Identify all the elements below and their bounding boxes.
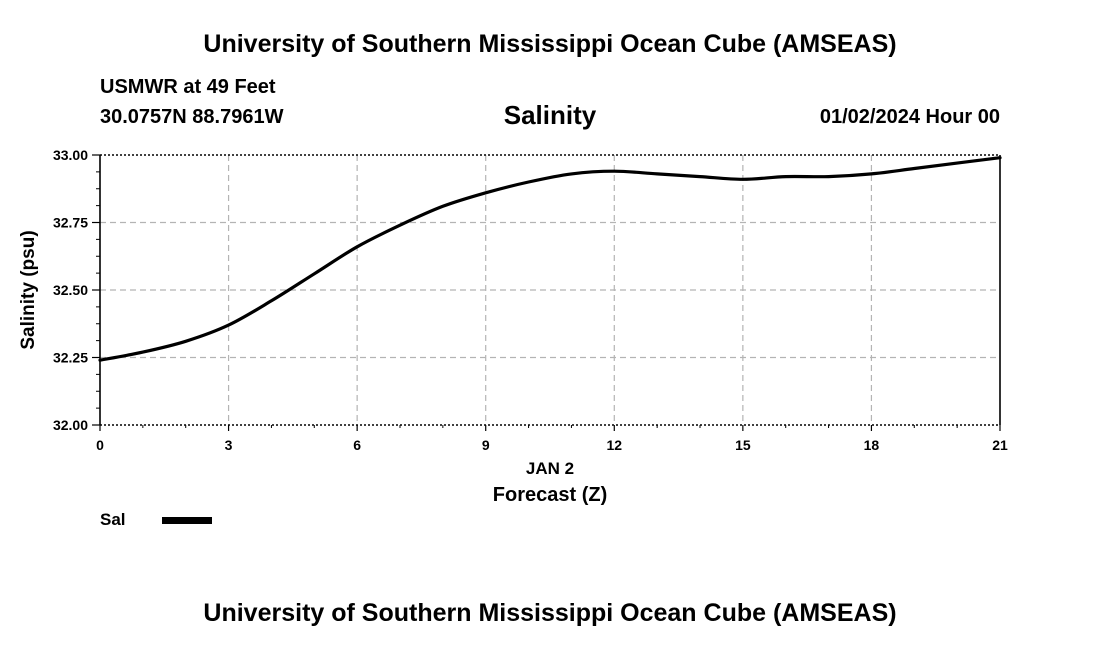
x-axis-label: Forecast (Z): [493, 484, 607, 506]
station-label: USMWR at 49 Feet: [100, 76, 276, 98]
y-tick-label: 33.00: [53, 147, 88, 163]
x-tick-label: 12: [606, 437, 622, 453]
x-tick-label: 3: [225, 437, 233, 453]
axis-ticks: [92, 154, 1001, 431]
series-layer: [98, 156, 1002, 362]
x-axis-date: JAN 2: [526, 459, 574, 478]
y-tick-label: 32.75: [53, 215, 88, 231]
legend-label: Sal: [100, 510, 126, 529]
forecast-datetime: 01/02/2024 Hour 00: [819, 106, 1000, 128]
station-coordinates: 30.0757N 88.7961W: [100, 106, 284, 128]
grid: [100, 154, 1000, 426]
x-tick-label: 21: [992, 437, 1008, 453]
page-title: University of Southern Mississippi Ocean…: [203, 30, 897, 58]
x-tick-label: 15: [735, 437, 751, 453]
x-tick-label: 9: [482, 437, 490, 453]
chart-title: Salinity: [503, 100, 597, 130]
series-line-sal: [98, 156, 1002, 362]
axis-labels: 0 3 6 9 12 15 18 21 32.00 32.25 32.50 32.75 33.00 Sal…: [18, 147, 1008, 506]
footer-title: University of Southern Mississippi Ocean…: [203, 599, 897, 627]
y-axis-label: Salinity (psu): [18, 230, 39, 349]
y-tick-label: 32.00: [53, 417, 88, 433]
x-tick-label: 18: [864, 437, 880, 453]
x-tick-label: 0: [96, 437, 104, 453]
y-tick-label: 32.25: [53, 350, 88, 366]
x-tick-label: 6: [353, 437, 361, 453]
legend-swatch: [162, 517, 212, 524]
y-tick-label: 32.50: [53, 282, 88, 298]
